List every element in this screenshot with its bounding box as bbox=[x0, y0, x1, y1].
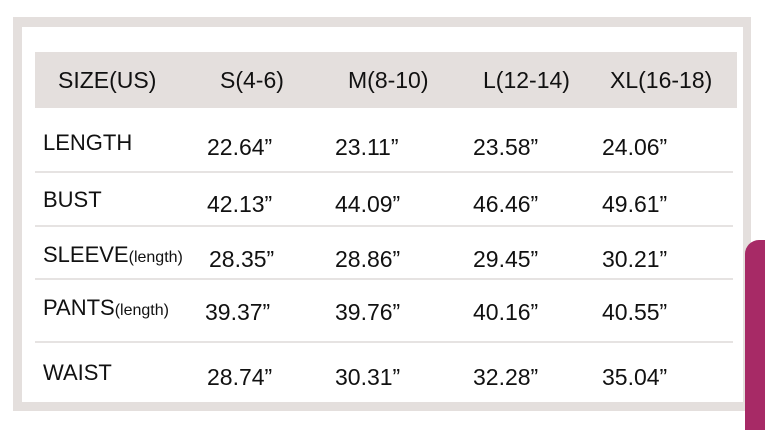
header-size-label: SIZE(US) bbox=[58, 67, 157, 93]
table-header: SIZE(US) S(4-6) M(8-10) L(12-14) XL(16-18) bbox=[35, 52, 737, 108]
row-label-suffix: (length) bbox=[128, 249, 183, 266]
measurement-cell: 46.46” bbox=[473, 191, 539, 217]
measurement-cell: 49.61” bbox=[602, 191, 668, 217]
header-size-col: M(8-10) bbox=[348, 67, 429, 93]
row-label-text: SLEEVE bbox=[43, 242, 129, 267]
row-label: BUST bbox=[43, 187, 102, 213]
header-size-col: S(4-6) bbox=[220, 67, 284, 93]
row-label: LENGTH bbox=[43, 130, 132, 156]
measurement-cell: 44.09” bbox=[335, 191, 401, 217]
row-label: WAIST bbox=[43, 360, 112, 386]
row-label-text: PANTS bbox=[43, 295, 115, 320]
measurement-cell: 40.16” bbox=[473, 299, 539, 325]
measurement-cell: 23.58” bbox=[473, 134, 539, 160]
row-label-text: WAIST bbox=[43, 360, 112, 385]
row-label: SLEEVE(length) bbox=[43, 242, 183, 268]
measurement-cell: 23.11” bbox=[335, 134, 399, 160]
measurement-cell: 39.37” bbox=[205, 299, 271, 325]
measurement-cell: 42.13” bbox=[207, 191, 273, 217]
measurement-cell: 29.45” bbox=[473, 246, 539, 272]
row-divider bbox=[35, 171, 733, 173]
measurement-cell: 32.28” bbox=[473, 364, 539, 390]
size-chart-table: SIZE(US) S(4-6) M(8-10) L(12-14) XL(16-18) L… bbox=[22, 27, 743, 402]
measurement-cell: 28.35” bbox=[209, 246, 275, 272]
garment-sleeve-image bbox=[745, 240, 765, 430]
header-size-col: L(12-14) bbox=[483, 67, 570, 93]
measurement-cell: 30.31” bbox=[335, 364, 401, 390]
row-divider bbox=[35, 278, 733, 280]
measurement-cell: 22.64” bbox=[207, 134, 273, 160]
measurement-cell: 39.76” bbox=[335, 299, 401, 325]
row-divider bbox=[35, 225, 733, 227]
measurement-cell: 35.04” bbox=[602, 364, 668, 390]
header-size-col: XL(16-18) bbox=[610, 67, 713, 93]
measurement-cell: 28.86” bbox=[335, 246, 401, 272]
row-label-text: LENGTH bbox=[43, 130, 133, 155]
measurement-cell: 40.55” bbox=[602, 299, 668, 325]
measurement-cell: 30.21” bbox=[602, 246, 668, 272]
row-label: PANTS(length) bbox=[43, 295, 169, 321]
size-chart-frame: SIZE(US) S(4-6) M(8-10) L(12-14) XL(16-18) L… bbox=[13, 17, 751, 411]
row-label-suffix: (length) bbox=[114, 302, 169, 319]
row-divider bbox=[35, 341, 733, 343]
measurement-cell: 24.06” bbox=[602, 134, 668, 160]
measurement-cell: 28.74” bbox=[207, 364, 273, 390]
row-label-text: BUST bbox=[43, 187, 102, 212]
